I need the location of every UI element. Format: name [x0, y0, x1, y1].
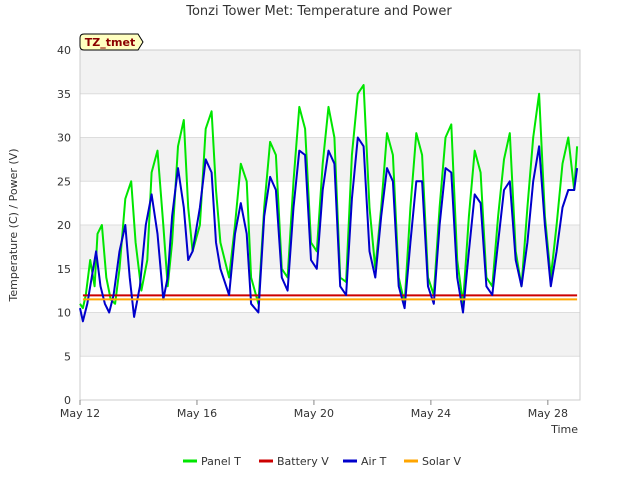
site-label: TZ_tmet: [85, 36, 135, 49]
x-tick-label: May 24: [411, 407, 451, 420]
site-label-box: TZ_tmet: [79, 33, 144, 51]
x-axis-ticks: May 12 May 16 May 20 May 24 May 28: [60, 400, 568, 420]
series-layer: [79, 84, 579, 323]
x-tick-label: May 16: [177, 407, 217, 420]
x-tick-label: May 20: [294, 407, 334, 420]
y-tick-label: 20: [57, 219, 71, 232]
legend-label: Panel T: [201, 455, 241, 468]
legend-label: Battery V: [277, 455, 329, 468]
y-tick-label: 30: [57, 132, 71, 145]
x-tick-label: May 12: [60, 407, 100, 420]
legend-item-panel-t: Panel T: [183, 455, 241, 468]
plot-bands: [80, 50, 580, 357]
legend: Panel T Battery V Air T Solar V: [183, 455, 462, 468]
y-tick-label: 0: [64, 394, 71, 407]
plot-band: [80, 312, 580, 357]
chart-title: Tonzi Tower Met: Temperature and Power: [185, 4, 452, 19]
y-tick-label: 35: [57, 88, 71, 101]
y-tick-label: 25: [57, 175, 71, 188]
legend-label: Air T: [361, 455, 387, 468]
y-tick-label: 15: [57, 263, 71, 276]
plot-band: [80, 137, 580, 182]
y-tick-label: 10: [57, 307, 71, 320]
plot-band: [80, 225, 580, 269]
y-tick-label: 40: [57, 44, 71, 57]
y-axis-ticks: 0 5 10 15 20 25 30 35 40: [57, 44, 71, 407]
plot-band: [80, 50, 580, 94]
y-tick-label: 5: [64, 350, 71, 363]
x-tick-label: May 28: [528, 407, 568, 420]
plot-frame: [79, 49, 581, 401]
legend-item-solar-v: Solar V: [404, 455, 462, 468]
legend-item-air-t: Air T: [343, 455, 387, 468]
legend-label: Solar V: [422, 455, 462, 468]
legend-item-battery-v: Battery V: [259, 455, 329, 468]
y-axis-label: Temperature (C) / Power (V): [7, 148, 20, 302]
series-line-air-t: [79, 136, 579, 323]
x-axis-label: Time: [550, 423, 578, 436]
